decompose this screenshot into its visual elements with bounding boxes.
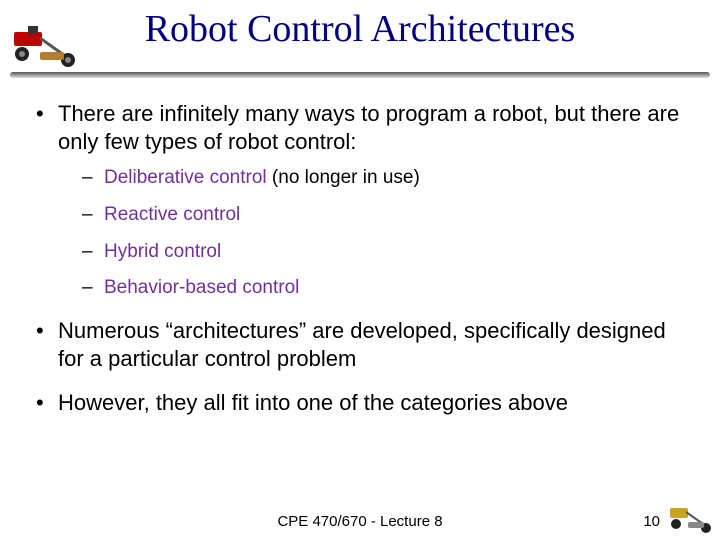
page-number: 10 — [643, 513, 660, 530]
bullet-list: There are infinitely many ways to progra… — [36, 100, 690, 418]
sub-note: (no longer in use) — [267, 167, 420, 188]
bullet-item: Numerous “architectures” are developed, … — [36, 317, 690, 373]
bullet-item: However, they all fit into one of the ca… — [36, 389, 690, 417]
sub-item: Reactive control — [82, 203, 690, 228]
sub-accent: Deliberative control — [104, 167, 267, 188]
bullet-text: However, they all fit into one of the ca… — [58, 390, 568, 415]
sub-list: Deliberative control (no longer in use) … — [82, 166, 690, 301]
sub-item: Deliberative control (no longer in use) — [82, 166, 690, 191]
slide-title: Robot Control Architectures — [0, 6, 720, 48]
footer-text: CPE 470/670 - Lecture 8 — [0, 513, 720, 530]
title-area: Robot Control Architectures — [0, 6, 720, 86]
mower-icon — [666, 502, 714, 534]
sub-item: Hybrid control — [82, 240, 690, 265]
title-underline — [10, 72, 710, 78]
content-area: There are infinitely many ways to progra… — [36, 100, 690, 434]
bullet-text: There are infinitely many ways to progra… — [58, 101, 679, 154]
sub-item: Behavior-based control — [82, 276, 690, 301]
sub-accent: Reactive control — [104, 204, 240, 225]
bullet-text: Numerous “architectures” are developed, … — [58, 318, 666, 371]
bullet-item: There are infinitely many ways to progra… — [36, 100, 690, 301]
sub-accent: Behavior-based control — [104, 277, 299, 298]
mower-icon — [8, 24, 80, 70]
slide: Robot Control Architectures There are in… — [0, 0, 720, 540]
sub-accent: Hybrid control — [104, 241, 221, 262]
